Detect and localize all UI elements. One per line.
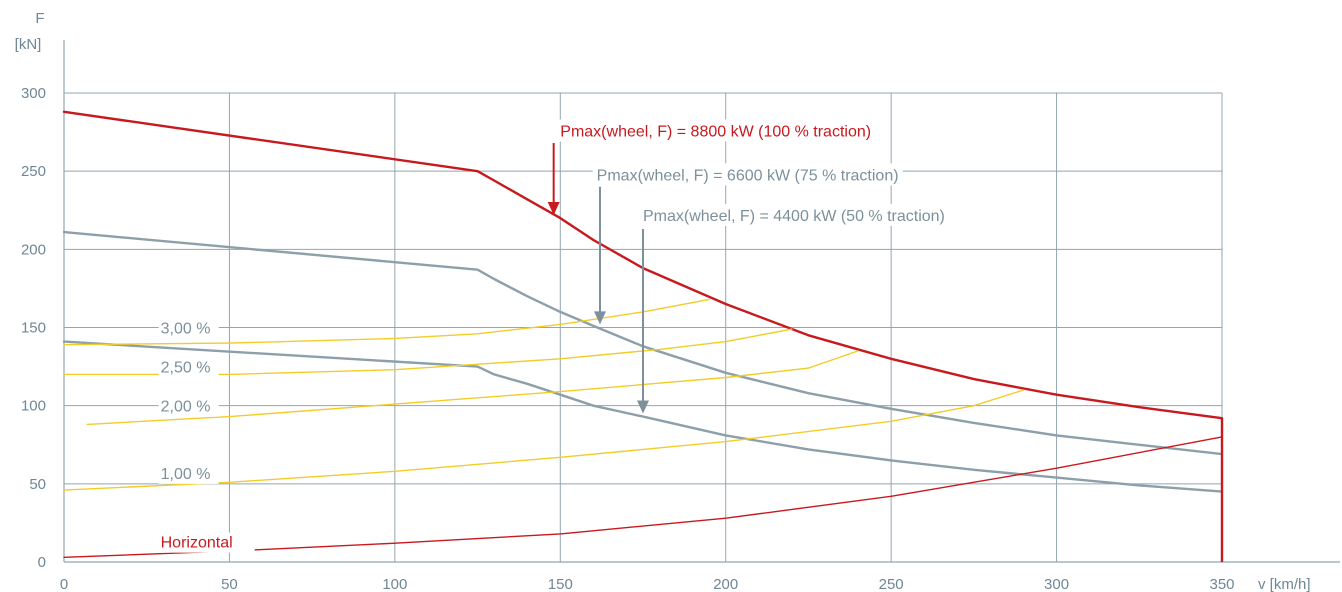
- x-axis-label: v [km/h]: [1258, 576, 1311, 592]
- series-line-pmax-wheel-f-8800-kw-100-traction: [62, 110, 1224, 420]
- annotation-arrow-head-3: [637, 400, 649, 414]
- y-tick-label: 0: [38, 554, 46, 571]
- series-line-2-00: [86, 350, 859, 426]
- grade-label-bg: [158, 318, 219, 339]
- series-line-pmax-wheel-f-4400-kw-50-traction: [62, 340, 1224, 493]
- y-tick-label: 50: [29, 476, 46, 493]
- horizontal-label: Horizontal: [161, 535, 233, 552]
- y-axis-label-line1: F: [35, 10, 44, 27]
- annotation-arrow-head-1: [547, 201, 560, 215]
- axes: F [kN] v [km/h]: [15, 10, 1340, 592]
- x-tick-label: 200: [713, 576, 738, 592]
- tick-labels: 0 50 100 150 200 250 300 0 50 100 150 200 250 300 350: [21, 85, 1235, 592]
- horizontal-label-bg: [158, 532, 255, 553]
- annotation-label-1: Pmax(wheel, F) = 8800 kW (100 % traction…: [560, 124, 871, 141]
- grade-label-2-50: 2,50 %: [161, 360, 211, 377]
- annotation-bg-1: [556, 119, 876, 142]
- series-line-2-50: [63, 328, 793, 376]
- annotations: Pmax(wheel, F) = 8800 kW (100 % traction…: [158, 119, 949, 553]
- annotation-bg-3: [639, 203, 949, 226]
- series-line-horizontal: [63, 436, 1223, 558]
- x-tick-label: 300: [1044, 576, 1069, 592]
- y-tick-label: 300: [21, 85, 46, 102]
- series-line-pmax-wheel-f-6600-kw-75-traction: [62, 230, 1224, 456]
- y-tick-label: 150: [21, 320, 46, 337]
- series: [62, 110, 1224, 562]
- grade-label-3-00: 3,00 %: [161, 321, 211, 338]
- annotation-bg-2: [592, 163, 903, 186]
- x-tick-label: 50: [221, 576, 238, 592]
- grade-label-bg: [158, 463, 219, 484]
- x-tick-label: 250: [879, 576, 904, 592]
- x-tick-label: 0: [60, 576, 68, 592]
- y-tick-label: 200: [21, 241, 46, 258]
- y-axis-label-line2: [kN]: [15, 36, 42, 53]
- grade-label-bg: [158, 396, 219, 417]
- grade-label-1-00: 1,00 %: [161, 466, 211, 483]
- annotation-label-2: Pmax(wheel, F) = 6600 kW (75 % traction): [597, 167, 899, 184]
- grade-label-bg: [158, 357, 219, 378]
- annotation-label-3: Pmax(wheel, F) = 4400 kW (50 % traction): [643, 208, 945, 225]
- series-line-1-00: [63, 389, 1025, 491]
- x-tick-label: 350: [1209, 576, 1234, 592]
- x-tick-label: 100: [382, 576, 407, 592]
- y-tick-label: 100: [21, 398, 46, 415]
- x-tick-label: 150: [548, 576, 573, 592]
- annotation-arrow-head-2: [593, 311, 606, 325]
- y-tick-label: 250: [21, 163, 46, 180]
- grade-label-2-00: 2,00 %: [161, 399, 211, 416]
